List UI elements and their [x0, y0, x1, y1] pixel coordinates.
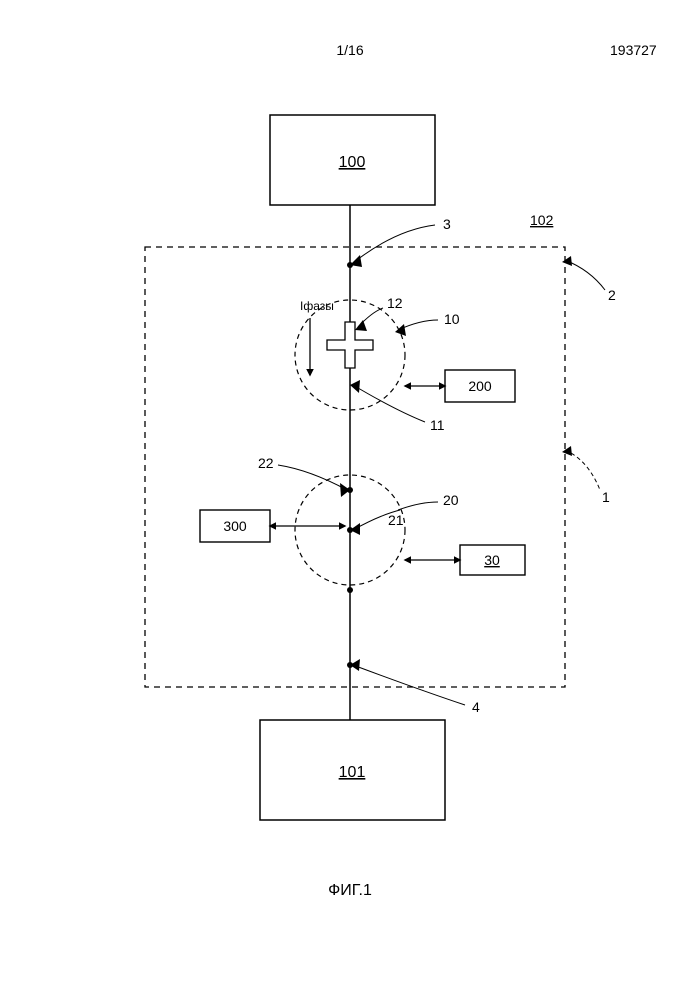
label-1: 1 [602, 489, 610, 505]
block-200-label: 200 [468, 378, 492, 394]
phase-label: Iфазы [300, 299, 334, 313]
label-12: 12 [387, 295, 403, 311]
label-4: 4 [472, 699, 480, 715]
sheet-number: 1/16 [336, 42, 363, 58]
label-22: 22 [258, 455, 274, 471]
figure-caption: ФИГ.1 [328, 882, 372, 899]
block-101-label: 101 [339, 764, 366, 781]
label-20: 20 [443, 492, 459, 508]
label-3: 3 [443, 216, 451, 232]
dashed-region [145, 247, 565, 687]
label-21: 21 [388, 512, 404, 528]
label-2: 2 [608, 287, 616, 303]
label-10: 10 [444, 311, 460, 327]
block-300-label: 300 [223, 518, 247, 534]
label-102: 102 [530, 212, 554, 228]
doc-number: 193727 [610, 42, 657, 58]
junction-lower-bot [347, 587, 353, 593]
block-100-label: 100 [339, 154, 366, 171]
block-30-label: 30 [484, 552, 500, 568]
diagram-canvas: 1/16 193727 100 101 102 2 1 3 4 10 12 [0, 0, 700, 1000]
label-11: 11 [430, 417, 445, 433]
